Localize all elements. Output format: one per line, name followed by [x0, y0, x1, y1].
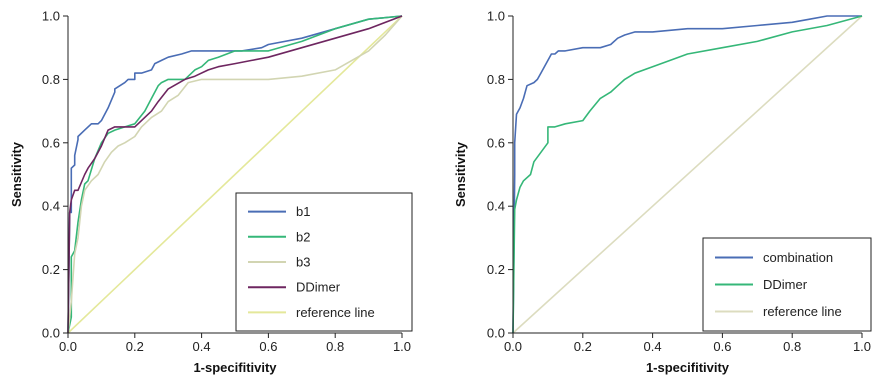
x-tick-label: 1.0 [393, 339, 411, 354]
x-tick-label: 0.0 [59, 339, 77, 354]
x-tick-label: 0.6 [259, 339, 277, 354]
y-axis-title: Sensitivity [9, 141, 24, 207]
x-tick-label: 0.6 [713, 339, 731, 354]
legend-label-b2: b2 [296, 229, 310, 244]
y-tick-label: 0.8 [487, 72, 505, 87]
series-line-combination [512, 15, 862, 334]
x-axis-title: 1-specifitivity [646, 360, 730, 375]
legend: combination DDimer reference line [702, 237, 872, 332]
series-line-reference-line [67, 15, 403, 334]
y-tick-label: 0.0 [487, 326, 505, 341]
x-tick-label: 1.0 [853, 339, 871, 354]
y-tick-label: 1.0 [487, 9, 505, 24]
plot-area [512, 15, 863, 334]
series-line-b1 [67, 15, 403, 334]
x-tick-label: 0.8 [783, 339, 801, 354]
legend-label-ddimer: DDimer [296, 280, 341, 295]
legend-label-ddimer: DDimer [763, 277, 808, 292]
y-tick-label: 0.2 [42, 262, 60, 277]
y-tick-label: 0.6 [42, 135, 60, 150]
x-tick-label: 0.2 [126, 339, 144, 354]
plot-area [67, 15, 403, 334]
y-tick-label: 0.0 [42, 326, 60, 341]
y-axis-title: Sensitivity [453, 141, 468, 207]
y-tick-label: 0.2 [487, 262, 505, 277]
x-tick-label: 0.0 [504, 339, 522, 354]
roc-chart-left: 0.0 0.2 0.4 0.6 0.8 1.0 0.0 0.2 0.4 0.6 0.8 1.0 1-sp… [9, 9, 413, 375]
y-tick-label: 0.6 [487, 135, 505, 150]
series-line-b3 [67, 15, 403, 334]
x-tick-label: 0.2 [574, 339, 592, 354]
y-tick-label: 0.4 [487, 199, 505, 214]
legend-label-combination: combination [763, 250, 833, 265]
x-tick-label: 0.4 [193, 339, 211, 354]
y-tick-label: 1.0 [42, 9, 60, 24]
legend-label-reference-line: reference line [763, 304, 842, 319]
series-line-reference-line [512, 15, 863, 334]
legend: b1 b2 b3 DDimer reference line [235, 192, 413, 332]
y-tick-label: 0.4 [42, 199, 60, 214]
x-tick-label: 0.8 [326, 339, 344, 354]
series-line-b2 [67, 15, 403, 334]
y-tick-label: 0.8 [42, 72, 60, 87]
roc-chart-right: 0.0 0.2 0.4 0.6 0.8 1.0 0.0 0.2 0.4 0.6 0.8 1.0 1-sp… [453, 9, 872, 375]
legend-label-b1: b1 [296, 204, 310, 219]
x-axis-title: 1-specifitivity [193, 360, 277, 375]
legend-label-b3: b3 [296, 255, 310, 270]
series-line-ddimer [67, 15, 403, 334]
legend-label-reference-line: reference line [296, 305, 375, 320]
x-tick-label: 0.4 [644, 339, 662, 354]
series-line-ddimer [512, 15, 863, 334]
